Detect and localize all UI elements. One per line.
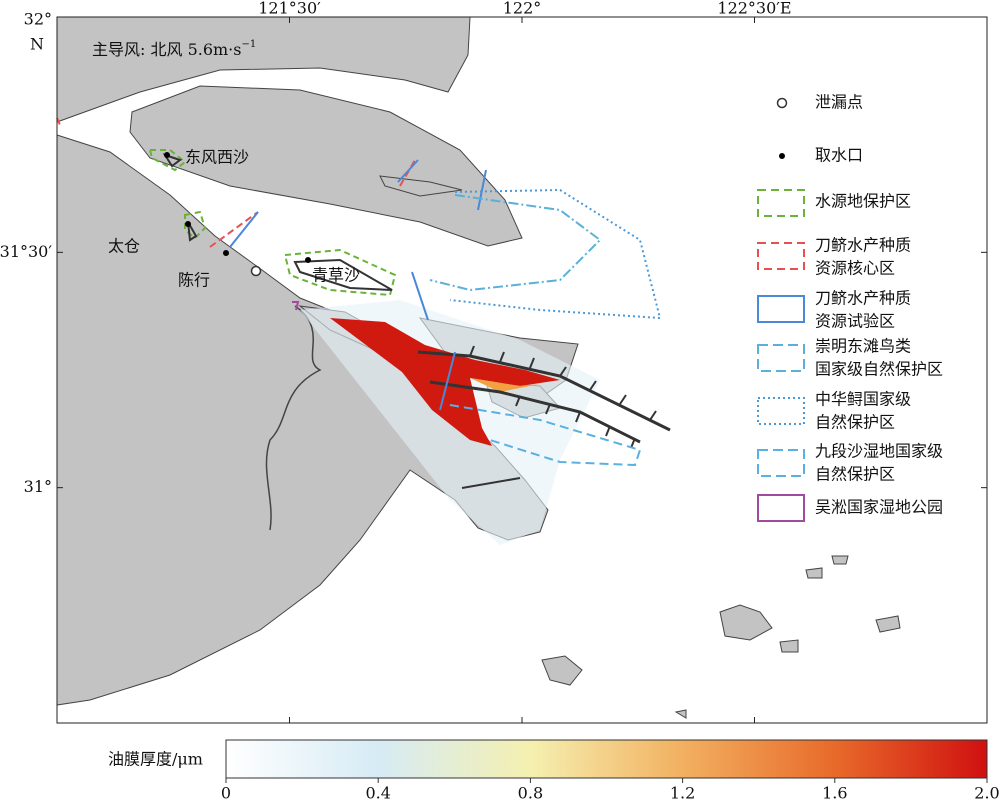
legend-label: 自然保护区 [815, 413, 895, 432]
legend-label: 自然保护区 [815, 465, 895, 484]
lon-tick-label: 121°30′ [258, 0, 321, 18]
lon-tick-label: 122°30′E [717, 0, 791, 18]
colorbar-tick-label: 0.4 [365, 784, 390, 803]
colorbar-tick-label: 1.6 [822, 784, 847, 803]
legend-swatch [776, 97, 788, 109]
place-label: 东风西沙 [185, 148, 249, 167]
river [265, 305, 322, 531]
legend-swatch [757, 397, 805, 425]
legend-label: 刀鲚水产种质 [815, 236, 911, 255]
protected-areas [56, 117, 662, 489]
legend-label: 取水口 [815, 146, 863, 165]
leak-point [250, 265, 262, 277]
legend-swatch [757, 344, 805, 372]
legend-swatch [757, 242, 805, 270]
legend-label: 资源试验区 [815, 312, 895, 331]
legend-swatch [757, 449, 805, 477]
place-label: 陈行 [178, 271, 210, 290]
island [674, 709, 687, 719]
legend-label: 中华鲟国家级 [815, 390, 911, 409]
legend-label: 刀鲚水产种质 [815, 289, 911, 308]
north-label: N [30, 35, 44, 54]
colorbar [225, 739, 988, 779]
map-area: 主导风: 北风 5.6m·s−1 东风西沙 太仓 陈行 青草沙 [56, 16, 988, 724]
place-label: 太仓 [108, 237, 140, 256]
intakes [164, 152, 311, 263]
colorbar-tick-label: 1.2 [670, 784, 695, 803]
legend-swatch [757, 189, 805, 217]
legend-label: 资源核心区 [815, 259, 895, 278]
chongming-island [129, 85, 523, 247]
legend-swatch [757, 295, 805, 323]
dike-ticks [469, 345, 657, 449]
lon-tick-label: 122° [503, 0, 542, 18]
wind-superscript: −1 [241, 39, 256, 50]
island [779, 639, 799, 653]
island [541, 655, 583, 686]
wind-annotation: 主导风: 北风 5.6m·s−1 [92, 39, 256, 59]
island [875, 615, 901, 633]
island [831, 555, 849, 565]
oil-slick [330, 318, 560, 446]
land [56, 16, 471, 123]
legend-labels: 泄漏点取水口水源地保护区刀鲚水产种质资源核心区刀鲚水产种质资源试验区崇明东滩鸟类… [815, 93, 943, 517]
legend-label: 吴淞国家湿地公园 [815, 498, 943, 517]
colorbar-tick-label: 0.8 [518, 784, 543, 803]
legend-label: 国家级自然保护区 [815, 360, 943, 379]
legend-label: 泄漏点 [815, 93, 863, 112]
legend-swatch [757, 494, 805, 522]
legend-label: 崇明东滩鸟类 [815, 337, 911, 356]
lat-tick-label: 31°30′ [0, 242, 52, 261]
island [805, 567, 823, 579]
legend-swatch [779, 153, 785, 159]
lat-tick-label: 31° [24, 477, 52, 496]
island [719, 604, 773, 641]
colorbar-label: 油膜厚度/μm [108, 750, 203, 769]
place-label: 青草沙 [312, 266, 360, 285]
land [379, 175, 463, 197]
legend-label: 九段沙湿地国家级 [815, 442, 943, 461]
legend-label: 水源地保护区 [815, 192, 911, 211]
lat-tick-label: 32° [24, 10, 52, 29]
oil-slick [470, 378, 540, 392]
colorbar-tick-label: 2.0 [974, 784, 999, 803]
legend [757, 97, 805, 522]
wind-text: 主导风: 北风 5.6m·s [92, 40, 241, 59]
land [56, 134, 549, 706]
colorbar-tick-label: 0 [221, 784, 231, 803]
